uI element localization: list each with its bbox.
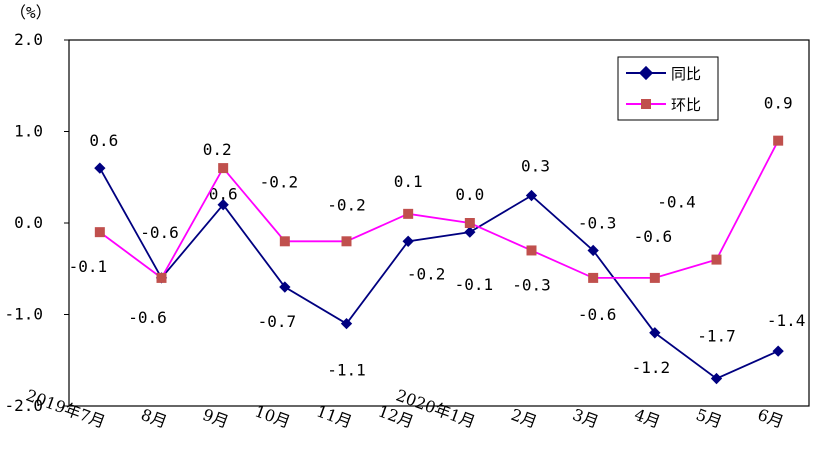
data-label-huanbi: -0.2 (327, 195, 366, 214)
data-label-tongbi: -0.7 (258, 312, 297, 331)
y-tick-label: 2.0 (14, 30, 43, 49)
x-category-label: 4月 (632, 405, 663, 432)
data-label-huanbi: -0.3 (512, 275, 551, 294)
data-point-huanbi (649, 272, 660, 283)
y-tick-label: -1.0 (4, 305, 43, 324)
y-tick-label: 0.0 (14, 213, 43, 232)
data-label-tongbi: -0.3 (578, 213, 617, 232)
data-label-huanbi: 0.9 (764, 94, 793, 113)
data-label-tongbi: -0.1 (455, 275, 494, 294)
data-point-huanbi (156, 272, 167, 283)
data-point-tongbi (402, 235, 414, 247)
data-point-huanbi (218, 163, 229, 174)
legend-marker-tongbi (638, 65, 654, 81)
data-label-huanbi: -0.2 (260, 172, 299, 191)
data-label-huanbi: 0.0 (455, 185, 484, 204)
data-label-tongbi: -1.2 (632, 358, 671, 377)
data-label-huanbi: -0.1 (69, 257, 108, 276)
legend: 同比 环比 (617, 56, 719, 121)
y-axis: 2.0 1.0 0.0 -1.0 -2.0 (4, 30, 69, 415)
data-label-huanbi: -0.6 (578, 305, 617, 324)
data-point-tongbi (464, 226, 476, 238)
y-axis-label: （%） (10, 3, 52, 22)
data-label-huanbi: 0.1 (394, 172, 423, 191)
data-label-tongbi: -0.2 (407, 264, 446, 283)
series-tongbi: 0.6 -0.6 0.6 -0.7 -1.1 -0.2 -0.1 0.3 -0.3 -1.2 -1.… (89, 131, 806, 385)
x-category-label: 3月 (570, 405, 601, 432)
legend-label-huanbi: 环比 (671, 96, 701, 114)
x-category-label: 8月 (139, 405, 170, 432)
data-point-tongbi (279, 281, 291, 293)
data-label-huanbi: 0.2 (203, 140, 232, 159)
data-point-huanbi (711, 254, 722, 265)
data-label-huanbi: -0.6 (128, 308, 167, 327)
data-label-tongbi: -0.6 (140, 223, 179, 242)
data-point-tongbi (217, 199, 229, 211)
x-category-label: 2月 (509, 405, 540, 432)
x-category-label: 5月 (694, 405, 725, 432)
data-point-huanbi (526, 245, 537, 256)
data-point-huanbi (279, 236, 290, 247)
data-label-tongbi: 0.3 (521, 157, 550, 176)
legend-box (617, 56, 719, 121)
data-point-huanbi (588, 272, 599, 283)
x-category-label: 9月 (200, 405, 231, 432)
data-label-tongbi: 0.6 (89, 131, 118, 150)
data-point-tongbi (649, 327, 661, 339)
series-line-tongbi (99, 167, 779, 380)
data-point-tongbi (710, 372, 723, 385)
data-point-tongbi (587, 244, 599, 257)
data-point-tongbi (340, 317, 353, 330)
data-point-huanbi (94, 227, 105, 238)
data-label-huanbi: -0.6 (634, 227, 673, 246)
y-tick-label: -2.0 (4, 396, 43, 415)
data-point-huanbi (464, 218, 475, 228)
data-label-huanbi: -0.4 (657, 193, 696, 212)
data-point-tongbi (525, 189, 538, 202)
data-label-tongbi: -1.1 (327, 361, 366, 380)
data-label-tongbi: -1.4 (767, 311, 806, 330)
legend-marker-huanbi (641, 99, 651, 109)
series-layer: 0.6 -0.6 0.6 -0.7 -1.1 -0.2 -0.1 0.3 -0.3 -1.2 -1.… (69, 94, 806, 385)
data-point-huanbi (403, 208, 414, 219)
series-huanbi: -0.1 -0.6 0.2 -0.2 -0.2 0.1 0.0 -0.3 -0.6 -0.6 -0.… (69, 94, 793, 327)
data-label-tongbi: 0.6 (209, 185, 238, 204)
data-point-tongbi (772, 345, 784, 357)
x-category-label: 6月 (755, 405, 786, 432)
legend-label-tongbi: 同比 (671, 65, 701, 83)
series-line-huanbi (99, 140, 779, 280)
y-tick-label: 1.0 (14, 122, 43, 141)
data-point-huanbi (341, 236, 352, 247)
data-point-huanbi (773, 135, 784, 146)
data-label-tongbi: -1.7 (697, 327, 736, 346)
